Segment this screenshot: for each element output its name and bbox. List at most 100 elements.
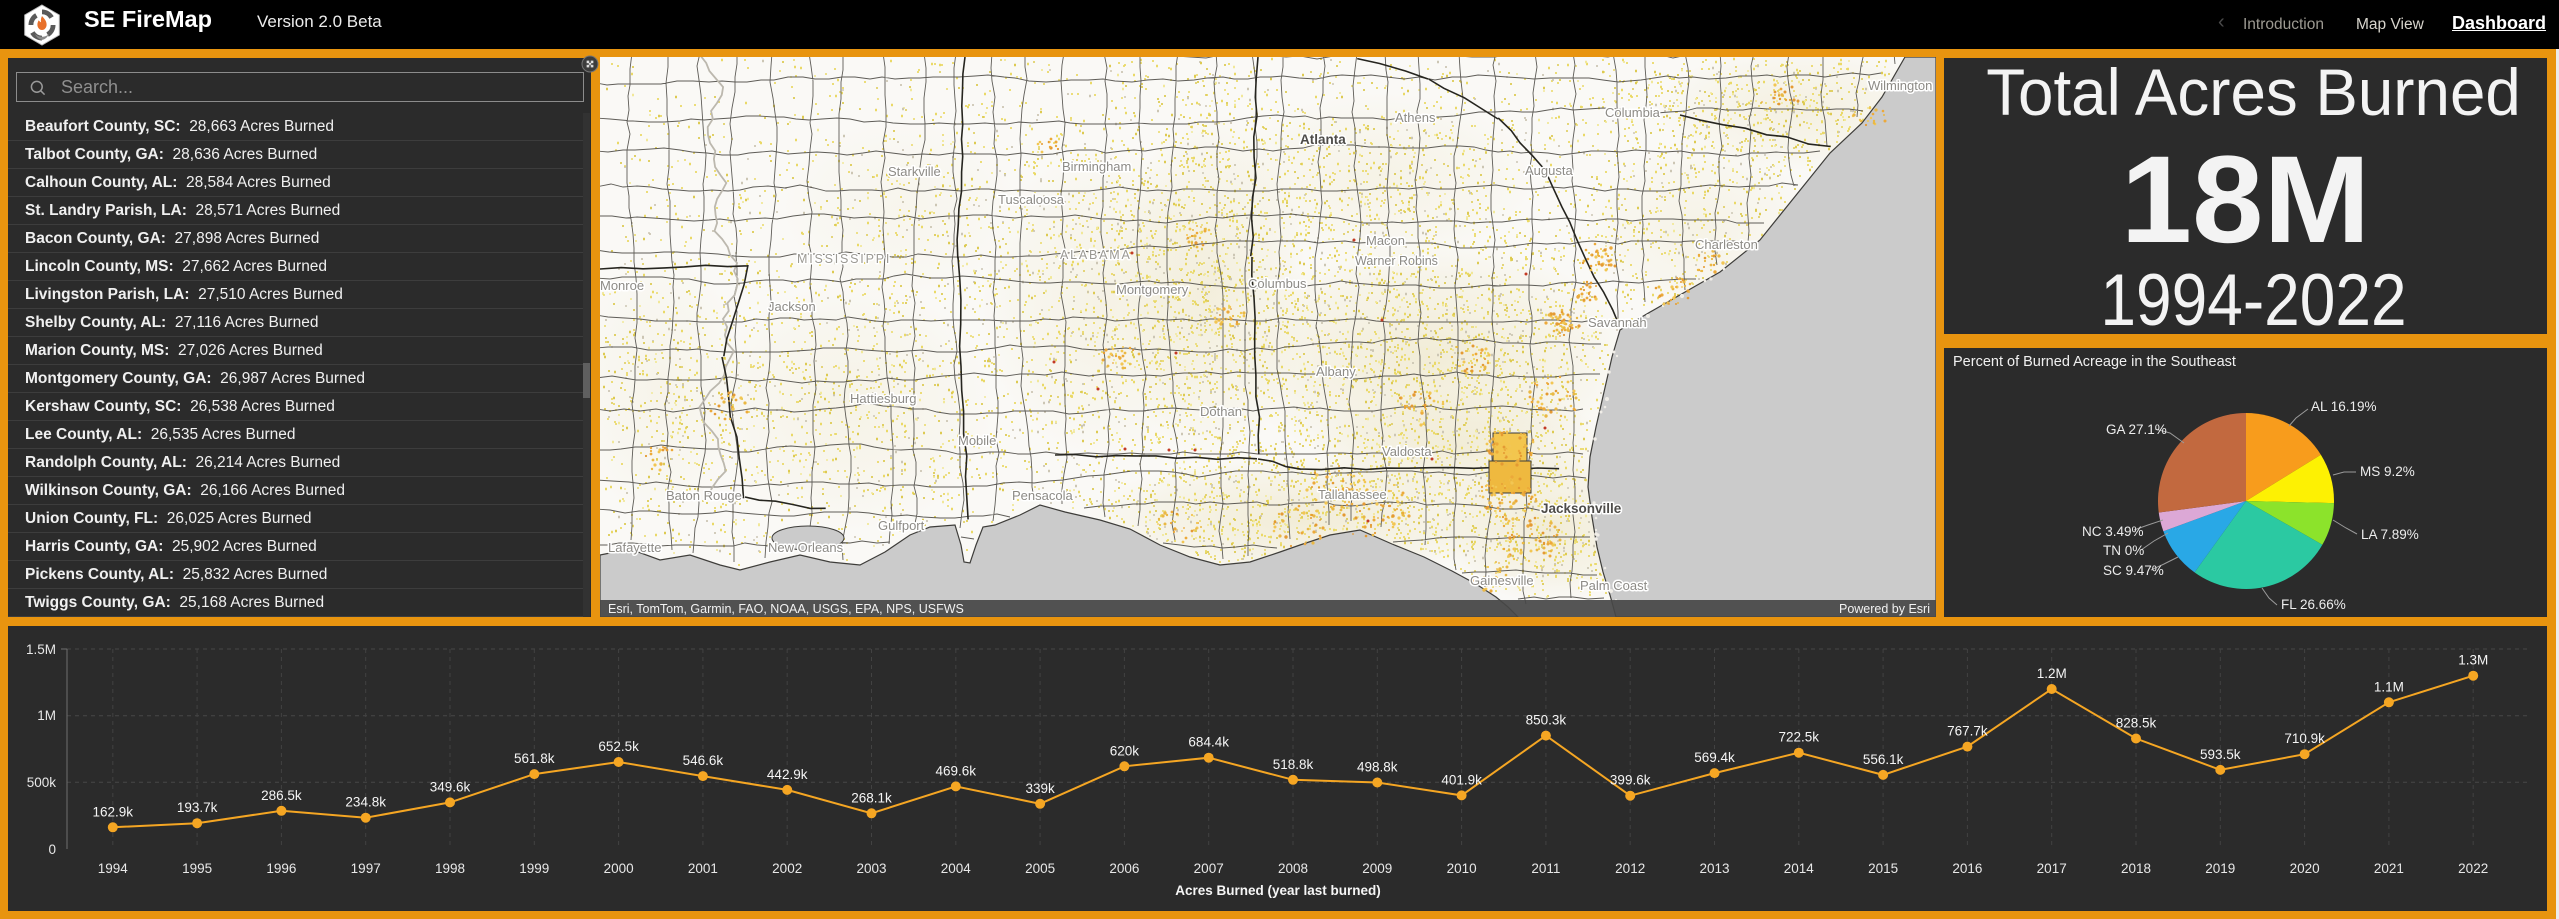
- svg-text:Starkville: Starkville: [888, 164, 941, 179]
- svg-text:652.5k: 652.5k: [598, 739, 639, 754]
- svg-text:518.8k: 518.8k: [1273, 757, 1314, 772]
- svg-text:Wilmington: Wilmington: [1868, 78, 1932, 93]
- svg-text:2021: 2021: [2374, 861, 2404, 876]
- svg-text:Jacksonville: Jacksonville: [1541, 501, 1622, 516]
- svg-text:2017: 2017: [2037, 861, 2067, 876]
- svg-text:2014: 2014: [1784, 861, 1815, 876]
- svg-text:767.7k: 767.7k: [1947, 724, 1988, 739]
- svg-text:Valdosta: Valdosta: [1382, 444, 1432, 459]
- svg-text:SC 9.47%: SC 9.47%: [2103, 563, 2164, 578]
- svg-text:442.9k: 442.9k: [767, 767, 808, 782]
- svg-text:New Orleans: New Orleans: [768, 540, 844, 555]
- svg-text:Tuscaloosa: Tuscaloosa: [998, 192, 1065, 207]
- svg-text:AL 16.19%: AL 16.19%: [2311, 399, 2377, 414]
- svg-text:710.9k: 710.9k: [2284, 731, 2325, 746]
- svg-text:Mobile: Mobile: [958, 433, 996, 448]
- svg-text:2003: 2003: [856, 861, 886, 876]
- svg-text:Charleston: Charleston: [1695, 237, 1758, 252]
- svg-text:2013: 2013: [1699, 861, 1729, 876]
- svg-text:2009: 2009: [1362, 861, 1392, 876]
- svg-text:Gainesville: Gainesville: [1470, 573, 1534, 588]
- svg-text:561.8k: 561.8k: [514, 751, 555, 766]
- svg-text:684.4k: 684.4k: [1188, 735, 1229, 750]
- svg-text:2000: 2000: [604, 861, 634, 876]
- svg-text:339k: 339k: [1025, 781, 1055, 796]
- svg-text:Albany: Albany: [1316, 364, 1356, 379]
- svg-text:Gulfport: Gulfport: [878, 518, 925, 533]
- svg-text:828.5k: 828.5k: [2116, 716, 2157, 731]
- svg-text:500k: 500k: [27, 775, 57, 790]
- svg-text:NC 3.49%: NC 3.49%: [2082, 524, 2144, 539]
- svg-text:162.9k: 162.9k: [93, 804, 134, 819]
- svg-text:286.5k: 286.5k: [261, 788, 302, 803]
- svg-text:2018: 2018: [2121, 861, 2151, 876]
- svg-text:Warner Robins: Warner Robins: [1355, 254, 1438, 268]
- svg-text:Tallahassee: Tallahassee: [1318, 487, 1387, 502]
- svg-text:399.6k: 399.6k: [1610, 773, 1651, 788]
- svg-text:1.2M: 1.2M: [2037, 666, 2067, 681]
- svg-text:MS 9.2%: MS 9.2%: [2360, 464, 2415, 479]
- svg-text:1.1M: 1.1M: [2374, 679, 2404, 694]
- svg-text:1994: 1994: [98, 861, 129, 876]
- svg-text:Powered by Esri: Powered by Esri: [1839, 602, 1930, 616]
- svg-text:2020: 2020: [2290, 861, 2320, 876]
- svg-text:2015: 2015: [1868, 861, 1898, 876]
- svg-text:Pensacola: Pensacola: [1012, 488, 1073, 503]
- svg-text:LA 7.89%: LA 7.89%: [2361, 527, 2419, 542]
- svg-text:1995: 1995: [182, 861, 212, 876]
- svg-text:Baton Rouge: Baton Rouge: [666, 488, 742, 503]
- svg-text:Montgomery: Montgomery: [1116, 282, 1189, 297]
- svg-text:MISSISSIPPI: MISSISSIPPI: [797, 252, 891, 266]
- svg-text:556.1k: 556.1k: [1863, 752, 1904, 767]
- svg-text:850.3k: 850.3k: [1526, 713, 1567, 728]
- svg-text:Esri, TomTom, Garmin, FAO, NOA: Esri, TomTom, Garmin, FAO, NOAA, USGS, E…: [608, 602, 964, 616]
- svg-text:620k: 620k: [1110, 743, 1140, 758]
- svg-text:Columbia: Columbia: [1605, 105, 1661, 120]
- svg-text:0: 0: [48, 842, 56, 857]
- svg-text:469.6k: 469.6k: [936, 763, 977, 778]
- svg-text:Jackson: Jackson: [768, 299, 816, 314]
- svg-text:Atlanta: Atlanta: [1300, 132, 1346, 147]
- svg-text:2001: 2001: [688, 861, 718, 876]
- svg-text:Columbus: Columbus: [1248, 276, 1307, 291]
- svg-text:349.6k: 349.6k: [430, 779, 471, 794]
- svg-text:Acres Burned (year last burned: Acres Burned (year last burned): [1175, 883, 1381, 898]
- svg-text:234.8k: 234.8k: [345, 795, 386, 810]
- svg-text:Macon: Macon: [1366, 233, 1405, 248]
- svg-text:Palm Coast: Palm Coast: [1580, 578, 1648, 593]
- svg-text:722.5k: 722.5k: [1779, 730, 1820, 745]
- svg-text:Athens: Athens: [1395, 110, 1436, 125]
- svg-text:2016: 2016: [1952, 861, 1982, 876]
- svg-text:Augusta: Augusta: [1525, 163, 1573, 178]
- svg-text:1999: 1999: [519, 861, 549, 876]
- svg-text:2022: 2022: [2458, 861, 2488, 876]
- svg-text:498.8k: 498.8k: [1357, 760, 1398, 775]
- svg-text:401.9k: 401.9k: [1441, 772, 1482, 787]
- svg-text:Hattiesburg: Hattiesburg: [850, 391, 916, 406]
- svg-text:569.4k: 569.4k: [1694, 750, 1735, 765]
- svg-text:2002: 2002: [772, 861, 802, 876]
- svg-text:193.7k: 193.7k: [177, 800, 218, 815]
- svg-text:Savannah: Savannah: [1588, 315, 1647, 330]
- svg-text:1997: 1997: [351, 861, 381, 876]
- svg-text:1M: 1M: [37, 708, 56, 723]
- svg-text:268.1k: 268.1k: [851, 790, 892, 805]
- svg-text:2011: 2011: [1531, 861, 1560, 876]
- svg-text:1.5M: 1.5M: [26, 642, 56, 657]
- svg-text:546.6k: 546.6k: [683, 753, 724, 768]
- svg-text:2007: 2007: [1194, 861, 1224, 876]
- svg-text:TN 0%: TN 0%: [2103, 543, 2144, 558]
- svg-text:Dothan: Dothan: [1200, 404, 1242, 419]
- svg-text:2010: 2010: [1447, 861, 1477, 876]
- svg-text:593.5k: 593.5k: [2200, 747, 2241, 762]
- svg-text:Monroe: Monroe: [600, 278, 644, 293]
- svg-text:Birmingham: Birmingham: [1062, 159, 1131, 174]
- svg-text:1996: 1996: [266, 861, 296, 876]
- svg-text:ALABAMA: ALABAMA: [1060, 248, 1132, 262]
- svg-text:GA 27.1%: GA 27.1%: [2106, 422, 2167, 437]
- svg-text:2019: 2019: [2205, 861, 2235, 876]
- svg-text:1998: 1998: [435, 861, 465, 876]
- svg-text:2006: 2006: [1109, 861, 1139, 876]
- svg-text:2008: 2008: [1278, 861, 1308, 876]
- svg-text:1.3M: 1.3M: [2458, 653, 2488, 668]
